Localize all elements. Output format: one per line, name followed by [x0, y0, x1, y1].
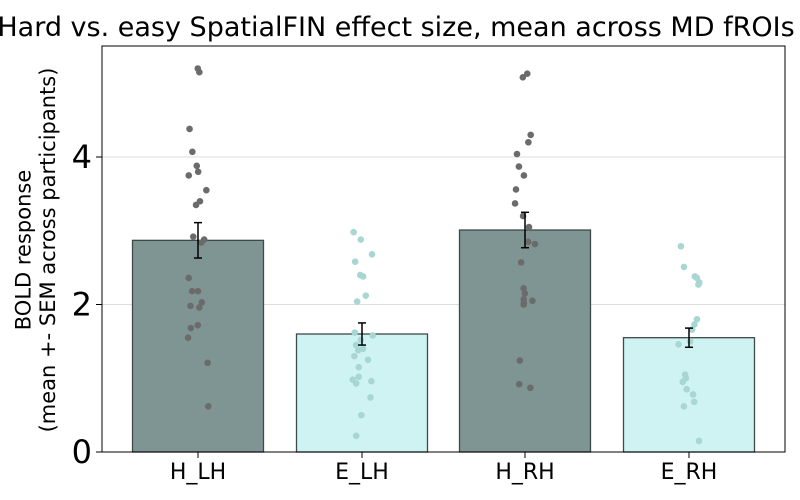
data-point: [677, 242, 685, 250]
data-point: [352, 341, 360, 349]
data-point: [531, 240, 539, 248]
data-point: [351, 352, 358, 360]
data-point: [357, 336, 365, 344]
data-point: [691, 321, 698, 328]
data-point: [192, 201, 200, 209]
data-point: [675, 341, 682, 348]
data-point: [198, 239, 205, 246]
data-point: [364, 356, 372, 364]
data-point: [355, 363, 363, 371]
bar-E_RH: [622, 337, 756, 453]
data-point: [695, 437, 703, 445]
y-axis-label-line: (mean +- SEM across participants): [36, 68, 60, 433]
data-point: [527, 384, 534, 392]
data-point: [368, 251, 376, 258]
data-point: [525, 138, 532, 146]
x-tick-label: H_LH: [170, 460, 226, 485]
data-point: [525, 223, 533, 231]
x-tick-label: E_RH: [661, 460, 718, 485]
data-point: [194, 321, 202, 329]
data-point: [516, 357, 524, 364]
data-point: [362, 292, 370, 299]
data-point: [688, 326, 696, 333]
data-point: [686, 338, 694, 345]
data-point: [683, 386, 690, 393]
data-point: [512, 186, 520, 193]
data-point: [524, 238, 532, 246]
data-point: [198, 298, 206, 306]
bars-group: [131, 229, 756, 453]
data-point: [520, 301, 527, 308]
error-bars-group: [194, 211, 693, 349]
data-point: [695, 281, 702, 288]
data-point: [689, 391, 697, 398]
data-point: [520, 172, 528, 179]
data-point: [189, 233, 197, 240]
data-point: [521, 290, 529, 297]
data-point: [185, 274, 192, 282]
data-point: [353, 298, 361, 305]
data-point: [187, 324, 195, 332]
data-point: [529, 297, 536, 305]
data-point: [359, 273, 367, 280]
bar-H_RH: [458, 229, 592, 453]
data-point: [523, 70, 531, 77]
data-point: [186, 125, 193, 133]
bar-H_LH: [131, 239, 265, 453]
data-point: [369, 332, 376, 339]
data-point: [194, 287, 202, 295]
data-point: [205, 402, 212, 410]
data-point: [693, 315, 701, 323]
x-tick-label: E_LH: [335, 460, 389, 485]
data-point: [185, 172, 193, 179]
data-point: [368, 377, 375, 385]
data-point: [355, 373, 363, 381]
bar-E_LH: [295, 333, 429, 453]
y-tick-label: 4: [72, 138, 92, 176]
data-point: [187, 302, 194, 310]
data-point: [690, 398, 698, 406]
plot-frame: [101, 45, 786, 453]
data-point: [357, 236, 365, 243]
data-point: [513, 150, 521, 158]
data-point: [527, 131, 534, 139]
data-point: [351, 258, 359, 266]
data-point: [680, 263, 688, 271]
data-point: [515, 380, 523, 388]
chart-title: Hard vs. easy SpatialFIN effect size, me…: [0, 12, 795, 43]
data-point: [203, 186, 210, 194]
data-point: [204, 359, 211, 367]
y-axis-label: BOLD response(mean +- SEM across partici…: [12, 68, 60, 433]
data-point: [511, 200, 519, 207]
data-point: [517, 259, 525, 266]
data-point: [358, 411, 365, 419]
y-tick-label: 2: [72, 286, 92, 324]
y-axis-label-line: BOLD response: [12, 170, 36, 331]
y-axis: 0 2 4: [72, 138, 102, 471]
data-point: [193, 162, 201, 170]
x-axis: H_LH E_LH H_RH E_RH: [170, 452, 718, 485]
data-point: [352, 380, 360, 387]
data-point: [189, 148, 196, 156]
data-point: [184, 334, 192, 341]
data-point: [515, 163, 523, 170]
data-point: [188, 287, 196, 295]
data-point: [679, 378, 687, 386]
data-point: [352, 432, 360, 440]
data-point: [351, 329, 359, 336]
data-point: [680, 402, 688, 410]
data-point: [367, 394, 374, 401]
data-point: [520, 284, 527, 292]
data-point: [196, 304, 203, 311]
x-tick-label: H_RH: [495, 460, 554, 485]
y-tick-label: 0: [72, 433, 92, 471]
data-point: [194, 168, 202, 176]
data-point: [519, 74, 527, 81]
data-point: [350, 228, 357, 236]
data-point: [196, 68, 203, 76]
data-point: [354, 346, 362, 354]
